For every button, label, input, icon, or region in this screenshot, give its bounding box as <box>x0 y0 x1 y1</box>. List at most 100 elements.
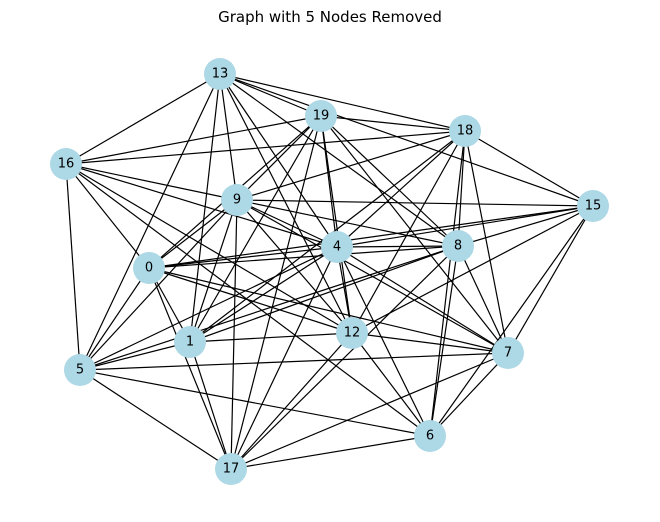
edge-1-17 <box>189 341 232 470</box>
node-circle <box>305 100 337 132</box>
node-label: 4 <box>333 240 341 255</box>
graph-title: Graph with 5 Nodes Removed <box>218 8 442 26</box>
edge-9-1 <box>189 199 238 343</box>
node-7: 7 <box>492 337 524 369</box>
edge-4-0 <box>148 246 338 269</box>
edge-13-1 <box>189 73 221 343</box>
edge-8-0 <box>148 245 459 269</box>
edge-18-8 <box>457 130 466 247</box>
edge-19-18 <box>320 115 466 132</box>
edge-15-6 <box>429 205 594 437</box>
edge-8-7 <box>457 245 509 354</box>
node-circle <box>336 317 368 349</box>
node-label: 7 <box>504 346 512 361</box>
node-9: 9 <box>221 184 253 216</box>
edge-0-5 <box>79 267 150 371</box>
node-label: 5 <box>76 363 84 378</box>
edge-4-6 <box>336 246 431 437</box>
edge-13-8 <box>219 73 459 247</box>
edge-4-5 <box>79 246 338 371</box>
edge-13-12 <box>219 73 353 334</box>
edge-9-12 <box>236 199 353 334</box>
node-0: 0 <box>133 252 165 284</box>
node-label: 12 <box>344 326 361 341</box>
edge-13-18 <box>219 73 466 132</box>
edge-9-8 <box>236 199 459 247</box>
node-circle <box>64 354 96 386</box>
edge-9-15 <box>236 199 594 207</box>
edge-13-4 <box>219 73 338 248</box>
edge-5-17 <box>79 369 232 470</box>
node-15: 15 <box>577 190 609 222</box>
edge-19-9 <box>236 115 322 201</box>
node-18: 18 <box>449 115 481 147</box>
edge-0-12 <box>148 267 353 334</box>
edge-1-5 <box>79 341 191 371</box>
node-label: 19 <box>313 109 330 124</box>
node-label: 15 <box>585 199 602 214</box>
edge-13-15 <box>219 73 594 207</box>
edge-19-8 <box>320 115 459 247</box>
edge-19-16 <box>65 115 322 165</box>
node-label: 6 <box>426 429 434 444</box>
edge-0-7 <box>148 267 509 354</box>
edge-18-16 <box>65 130 466 165</box>
edge-16-9 <box>65 163 238 201</box>
edge-5-7 <box>79 352 509 371</box>
edge-12-6 <box>351 332 431 437</box>
edge-15-12 <box>351 205 594 334</box>
node-circle <box>414 420 446 452</box>
edge-18-9 <box>236 130 466 201</box>
edge-layer <box>65 73 594 470</box>
edge-18-6 <box>429 130 466 437</box>
edge-9-0 <box>148 199 238 269</box>
edge-16-5 <box>65 163 81 371</box>
edge-6-17 <box>230 435 431 470</box>
edge-12-17 <box>230 332 353 470</box>
node-label: 9 <box>233 193 241 208</box>
edge-8-6 <box>429 245 459 437</box>
edge-9-17 <box>230 199 238 470</box>
edge-1-12 <box>189 332 353 343</box>
edge-8-17 <box>230 245 459 470</box>
node-circle <box>221 184 253 216</box>
node-circle <box>204 58 236 90</box>
node-13: 13 <box>204 58 236 90</box>
edge-4-17 <box>230 246 338 470</box>
node-circle <box>215 453 247 485</box>
node-layer: 0 1 4 5 6 7 8 9 12 13 15 16 17 18 19 <box>50 58 609 485</box>
edge-8-5 <box>79 245 459 371</box>
edge-19-12 <box>320 115 353 334</box>
node-16: 16 <box>50 148 82 180</box>
edge-13-19 <box>219 73 322 117</box>
node-label: 18 <box>457 124 474 139</box>
node-12: 12 <box>336 317 368 349</box>
node-label: 8 <box>454 239 462 254</box>
node-circle <box>321 231 353 263</box>
edge-12-7 <box>351 332 509 354</box>
node-circle <box>492 337 524 369</box>
node-1: 1 <box>174 326 206 358</box>
edge-19-1 <box>189 115 322 343</box>
edge-16-4 <box>65 163 338 248</box>
edge-13-9 <box>219 73 238 201</box>
edge-16-0 <box>65 163 150 269</box>
node-circle <box>577 190 609 222</box>
node-circle <box>133 252 165 284</box>
edge-15-7 <box>507 205 594 354</box>
edge-9-4 <box>236 199 338 248</box>
node-label: 16 <box>58 157 75 172</box>
node-17: 17 <box>215 453 247 485</box>
edge-13-5 <box>79 73 221 371</box>
node-circle <box>50 148 82 180</box>
node-8: 8 <box>442 230 474 262</box>
edge-5-6 <box>79 369 431 437</box>
edge-18-7 <box>464 130 509 354</box>
node-label: 0 <box>145 261 153 276</box>
edge-15-0 <box>148 205 594 269</box>
node-4: 4 <box>321 231 353 263</box>
edge-4-8 <box>336 245 459 248</box>
node-label: 13 <box>212 67 229 82</box>
node-label: 1 <box>186 335 194 350</box>
